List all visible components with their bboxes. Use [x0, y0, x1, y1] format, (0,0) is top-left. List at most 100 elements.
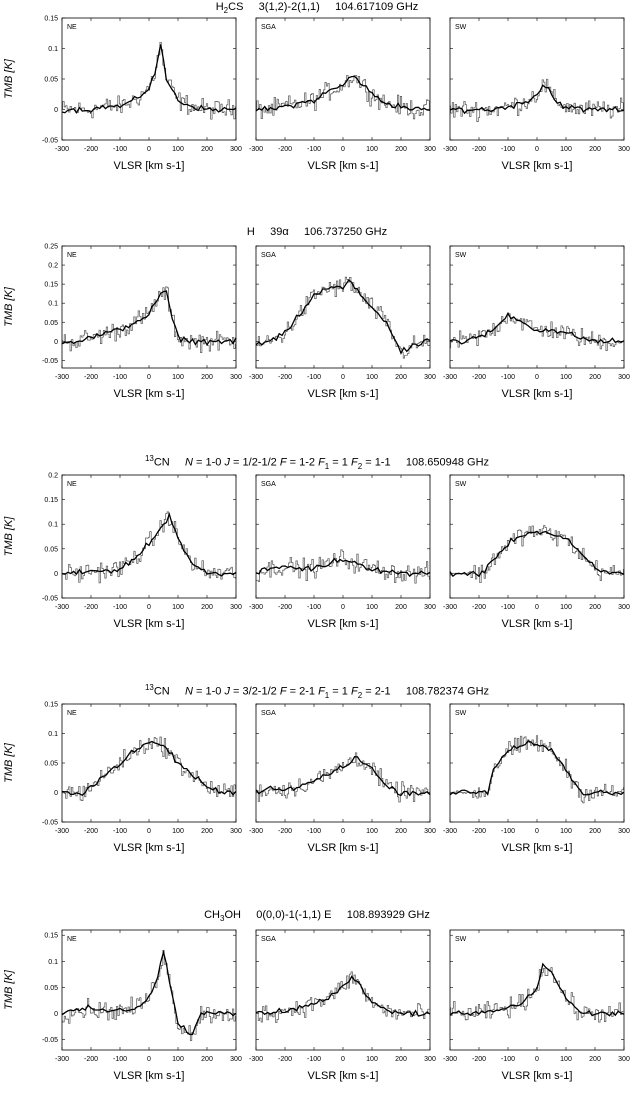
panel-label: SGA: [261, 24, 276, 31]
spectrum-smoothed: [61, 512, 237, 577]
plot-frame: [255, 703, 431, 823]
y-tick-label: 0.05: [44, 985, 58, 992]
x-tick-label: 200: [395, 146, 407, 153]
x-tick-label: -300: [249, 146, 263, 153]
x-tick-label: 100: [560, 828, 572, 835]
plot-frame: [61, 474, 237, 599]
x-tick-label: 200: [589, 604, 601, 611]
panel-sw-row-1: -300 -200 -100 0 100 200 300 SW VLSR [km s-1]: [443, 17, 630, 172]
spectrum-smoothed: [449, 962, 625, 1017]
panel-label: SW: [455, 24, 467, 31]
x-tick-label: -300: [249, 1056, 263, 1063]
y-axis-label: TMB [K]: [3, 742, 15, 783]
y-tick-label: 0.1: [48, 46, 58, 53]
plot-frame: [449, 474, 625, 599]
x-tick-label: -300: [443, 828, 457, 835]
x-tick-label: -100: [501, 604, 515, 611]
x-tick-label: 100: [366, 828, 378, 835]
x-tick-label: -200: [278, 374, 292, 381]
y-tick-label: 0.15: [44, 16, 58, 23]
spectrum-smoothed: [61, 44, 237, 114]
panel-label: SW: [455, 936, 467, 943]
spectrum-raw: [256, 276, 430, 359]
row-title-ch3oh: CH3OH 0(0,0)-1(-1,1) E 108.893929 GHz: [204, 909, 430, 924]
plot-frame: [255, 474, 431, 599]
x-tick-label: -100: [113, 828, 127, 835]
y-tick-label: 0.1: [48, 301, 58, 308]
x-tick-label: 300: [618, 1056, 630, 1063]
x-tick-label: -100: [501, 1056, 515, 1063]
y-tick-label: 0: [54, 1011, 58, 1018]
panel-label: SGA: [261, 481, 276, 488]
x-tick-label: -200: [84, 146, 98, 153]
x-tick-label: -300: [443, 146, 457, 153]
y-tick-label: -0.05: [42, 358, 58, 365]
spectrum-raw: [256, 971, 430, 1024]
x-tick-label: 100: [560, 146, 572, 153]
x-tick-label: 300: [424, 146, 436, 153]
x-tick-label: -100: [113, 604, 127, 611]
panel-ne-row-3: 0.2 0.15 0.1 0.05 0 -0.05-300 -200 -100 0 100 200 3…: [42, 473, 242, 631]
spectrum-raw: [62, 736, 236, 801]
spectrum-smoothed: [449, 84, 625, 115]
panel-sw-row-3: -300 -200 -100 0 100 200 300 SW VLSR [km s-1]: [443, 474, 630, 630]
x-axis-label: VLSR [km s-1]: [114, 618, 185, 630]
panel-ne-row-2: 0.25 0.2 0.15 0.1 0.05 0 -0.05 -300 -200 -100 0 100…: [42, 244, 242, 401]
x-tick-label: -100: [501, 374, 515, 381]
x-tick-label: 100: [366, 1056, 378, 1063]
y-tick-label: 0: [54, 571, 58, 578]
x-tick-label: -300: [443, 604, 457, 611]
panel-sw-row-5: -300 -200 -100 0 100 200 300 SW VLSR [km s-1]: [443, 929, 630, 1082]
x-tick-label: 300: [424, 374, 436, 381]
x-tick-label: 300: [618, 604, 630, 611]
x-tick-label: 100: [172, 604, 184, 611]
x-axis-label: VLSR [km s-1]: [308, 842, 379, 854]
y-tick-label: 0.15: [44, 282, 58, 289]
x-axis-label: VLSR [km s-1]: [308, 160, 379, 172]
spectrum-raw: [62, 511, 236, 584]
x-tick-label: -300: [55, 374, 69, 381]
y-tick-label: 0.15: [44, 702, 58, 709]
y-tick-label: 0.25: [44, 244, 58, 251]
y-tick-label: -0.05: [42, 596, 58, 603]
x-tick-label: -200: [84, 604, 98, 611]
x-tick-label: -100: [501, 828, 515, 835]
x-tick-label: 200: [201, 828, 213, 835]
x-tick-label: 200: [395, 828, 407, 835]
y-tick-label: 0: [54, 339, 58, 346]
panel-label: SGA: [261, 710, 276, 717]
spectrum-raw: [450, 78, 624, 122]
x-tick-label: -300: [249, 604, 263, 611]
x-tick-label: 200: [201, 604, 213, 611]
x-tick-label: 200: [201, 1056, 213, 1063]
plot-frame: [449, 245, 625, 369]
x-tick-label: 100: [172, 146, 184, 153]
spectrum-smoothed: [61, 949, 237, 1036]
panel-label: NE: [67, 710, 77, 717]
x-tick-label: 100: [366, 146, 378, 153]
x-tick-label: 0: [535, 146, 539, 153]
x-tick-label: -300: [443, 374, 457, 381]
x-tick-label: -300: [249, 374, 263, 381]
panel-ne-row-4: 0.15 0.1 0.05 0 -0.05-300 -200 -100 0 100 200 300 N…: [42, 702, 242, 855]
x-axis-label: VLSR [km s-1]: [308, 618, 379, 630]
panel-label: NE: [67, 481, 77, 488]
x-tick-label: 0: [147, 374, 151, 381]
y-tick-label: 0.2: [48, 263, 58, 270]
plot-frame: [255, 929, 431, 1051]
plot-frame: [61, 17, 237, 141]
y-tick-label: 0.05: [44, 320, 58, 327]
x-tick-label: 300: [424, 828, 436, 835]
x-axis-label: VLSR [km s-1]: [502, 388, 573, 400]
panel-label: SW: [455, 710, 467, 717]
x-axis-label: VLSR [km s-1]: [114, 842, 185, 854]
y-tick-label: 0: [54, 107, 58, 114]
x-tick-label: 0: [535, 604, 539, 611]
y-tick-label: 0.1: [48, 959, 58, 966]
x-tick-label: 200: [395, 1056, 407, 1063]
panel-ne-row-5: 0.15 0.1 0.05 0 -0.05 -300 -200 -100 0 100 200 300 N…: [42, 929, 242, 1082]
spectrum-smoothed: [255, 975, 431, 1018]
panel-sga-row-4: -300 -200 -100 0 100 200 300 SGA VLSR [km s-1]: [249, 703, 436, 854]
x-tick-label: 200: [589, 374, 601, 381]
